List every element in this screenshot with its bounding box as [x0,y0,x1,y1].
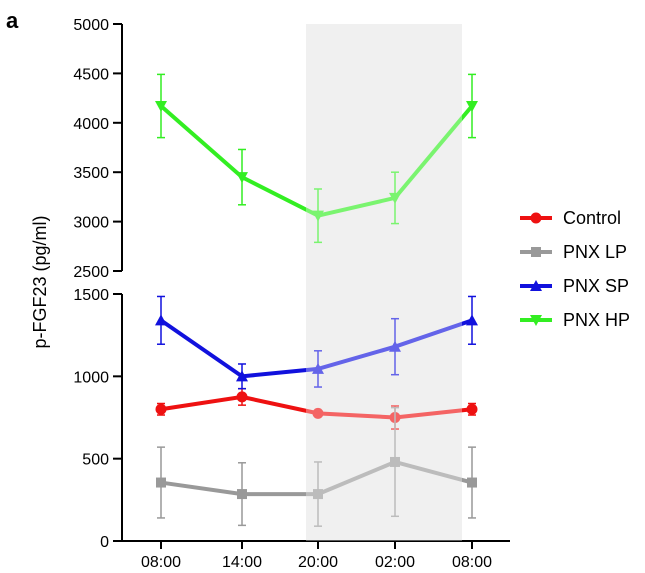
x-tick-label: 02:00 [375,554,415,571]
data-point-marker [236,391,248,403]
x-tick-label: 20:00 [298,554,338,571]
legend-label: PNX SP [563,276,629,296]
data-point-marker [236,370,248,382]
data-point-marker [155,314,167,326]
legend-item: Control [520,208,621,228]
data-point-marker [466,403,478,415]
x-tick-label: 08:00 [452,554,492,571]
data-point-marker [467,477,477,488]
shaded-region [306,24,462,541]
legend-marker [530,280,542,291]
y-tick-label: 3000 [73,215,109,232]
y-tick-label: 2500 [73,264,109,281]
y-tick-label: 0 [100,534,109,551]
y-axis-title: p-FGF23 (pg/ml) [30,215,50,348]
data-point-marker [313,489,323,500]
legend: Control PNX LP PNX SP PNX HP [520,208,630,330]
data-point-marker [312,362,324,374]
y-tick-label: 4000 [73,116,109,133]
series-pnx-hp [155,73,478,244]
legend-label: Control [563,208,621,228]
legend-label: PNX HP [563,310,630,330]
legend-marker [530,212,542,224]
data-point-marker [156,477,166,488]
data-point-marker [312,407,324,419]
series-pnx-sp [155,295,478,390]
data-point-marker [155,101,167,113]
data-point-marker [466,101,478,113]
night-shaded-region [306,24,462,541]
legend-item: PNX HP [520,310,630,330]
legend-item: PNX LP [520,242,627,262]
data-point-marker [389,192,401,204]
legend-item: PNX SP [520,276,629,296]
data-point-marker [312,210,324,222]
series-control [155,387,478,430]
axes: 2500 3000 3500 4000 4500 5000 0 500 1000 1500 08:0… [73,17,510,571]
panel-label: a [6,8,19,33]
shaded-region-overlay [306,24,462,541]
y-tick-label: 1500 [73,287,109,304]
x-tick-label: 08:00 [141,554,181,571]
y-tick-label: 5000 [73,17,109,34]
data-point-marker [390,456,400,467]
y-tick-label: 4500 [73,66,109,83]
series-pnx-lp [156,406,477,527]
legend-label: PNX LP [563,242,627,262]
legend-marker [530,315,542,326]
data-point-marker [237,489,247,500]
data-point-marker [466,314,478,326]
y-tick-label: 1000 [73,369,109,386]
series-layer [155,24,478,541]
data-point-marker [236,172,248,184]
data-point-marker [155,403,167,415]
y-tick-label: 3500 [73,165,109,182]
x-tick-label: 14:00 [222,554,262,571]
legend-marker [531,247,541,257]
y-tick-label: 500 [82,452,109,469]
data-point-marker [389,340,401,352]
